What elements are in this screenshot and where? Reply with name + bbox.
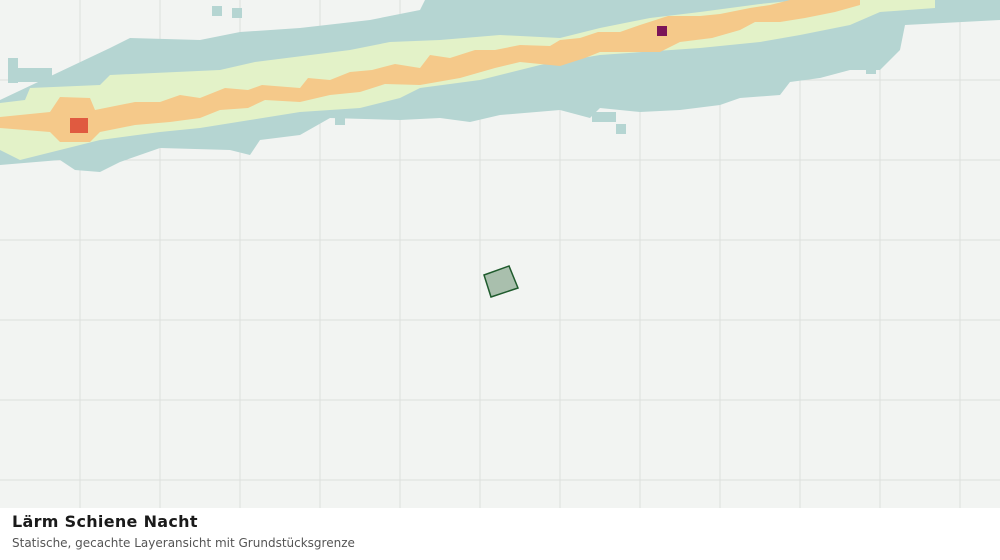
map-title: Lärm Schiene Nacht [12,512,198,531]
map-view [0,0,1000,508]
parcel-boundary [483,265,519,298]
noise-layer [0,0,1000,172]
map-subtitle: Statische, gecachte Layeransicht mit Gru… [12,536,355,550]
